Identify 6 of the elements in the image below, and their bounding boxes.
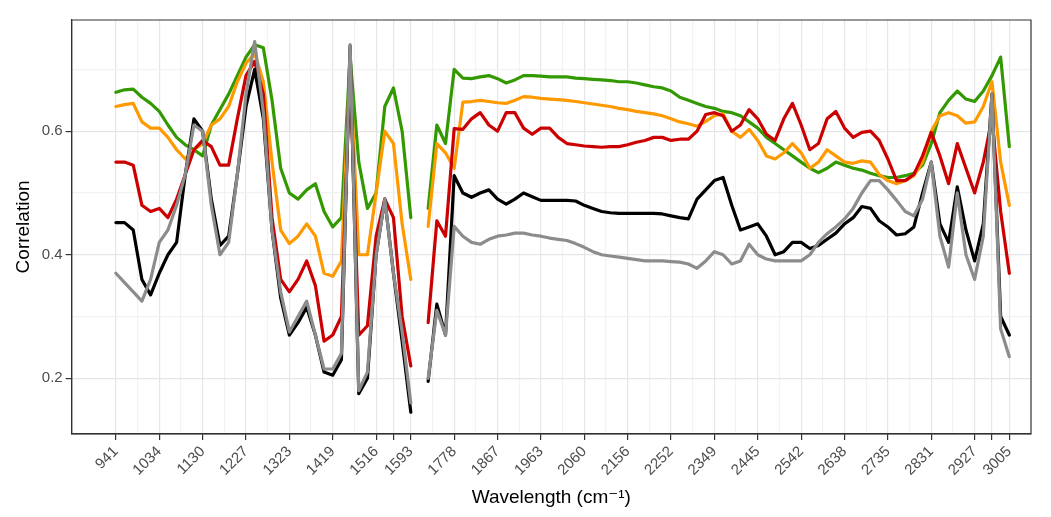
x-tick-label: 941: [91, 442, 121, 472]
y-tick-label: 0.2: [41, 368, 63, 386]
y-axis-title: Correlation: [11, 180, 33, 274]
y-tick-label: 0.6: [41, 121, 63, 139]
y-tick-label: 0.4: [41, 244, 63, 262]
x-axis-title: Wavelength (cm⁻¹): [471, 485, 631, 507]
